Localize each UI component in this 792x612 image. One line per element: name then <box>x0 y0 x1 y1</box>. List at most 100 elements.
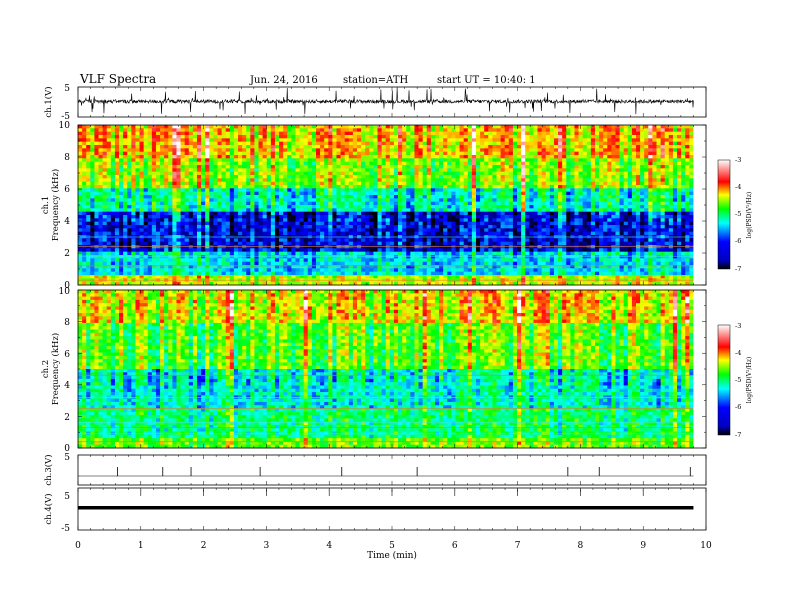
s1-cell <box>615 161 620 166</box>
s1-cell <box>393 125 399 129</box>
s1-cell <box>324 125 329 129</box>
s1-cell <box>315 148 321 153</box>
s1-cell <box>119 231 124 236</box>
s1-cell <box>307 191 313 196</box>
s1-cell <box>459 168 465 173</box>
s1-cell <box>471 175 477 179</box>
s1-cell <box>151 185 157 189</box>
s1-cell <box>332 195 337 199</box>
s1-cell <box>82 191 87 196</box>
s1-cell <box>287 201 292 206</box>
s1-cell <box>365 205 370 209</box>
s1-cell <box>656 191 662 196</box>
s1-cell <box>381 171 387 176</box>
s1-cell <box>418 158 424 163</box>
s1-cell <box>119 188 124 193</box>
s1-cell <box>578 148 584 153</box>
s1-cell <box>102 155 108 159</box>
s1-cell <box>131 231 136 236</box>
s1-cell <box>681 168 686 173</box>
s1-cell <box>607 151 612 156</box>
s1-cell <box>500 181 506 186</box>
s1-cell <box>611 141 616 146</box>
s1-cell <box>86 175 91 179</box>
s1-cell <box>381 175 387 179</box>
s1-cell <box>262 145 268 149</box>
s1-cell <box>287 225 292 229</box>
s1-cell <box>426 131 432 136</box>
s1-cell <box>402 218 407 223</box>
s1-cell <box>689 211 694 216</box>
s1-cell <box>357 138 362 143</box>
s1-cell <box>168 191 173 196</box>
s1-cell <box>619 178 625 183</box>
s1-cell <box>553 141 559 146</box>
s1-cell <box>599 201 604 206</box>
s1-cell <box>369 175 374 179</box>
s1-cell <box>78 161 83 166</box>
s1-cell <box>242 171 247 176</box>
s1-cell <box>636 198 641 203</box>
s1-cell <box>98 218 104 223</box>
s1-cell <box>287 131 292 136</box>
s1-cell <box>381 158 387 163</box>
s1-cell <box>504 178 510 183</box>
s1-cell <box>348 155 354 159</box>
s1-cell <box>114 201 120 206</box>
s1-cell <box>135 221 140 226</box>
s1-cell <box>147 145 153 149</box>
s1-cell <box>430 225 436 229</box>
s1-cell <box>447 198 452 203</box>
s1-cell <box>607 215 612 219</box>
s1-cell <box>504 138 510 143</box>
s1-cell <box>393 211 399 216</box>
s1-cell <box>221 188 227 193</box>
s1-cell <box>94 175 99 179</box>
s1-cell <box>250 211 255 216</box>
s1-cell <box>570 155 575 159</box>
s1-cell <box>114 181 120 186</box>
s1-cell <box>106 135 112 139</box>
s1-cell <box>533 151 538 156</box>
s1-cell <box>320 171 325 176</box>
s1-cell <box>274 168 280 173</box>
s1-cell <box>488 155 493 159</box>
s1-cell <box>586 181 592 186</box>
s1-cell <box>545 145 551 149</box>
s1-cell <box>492 218 497 223</box>
s1-cell <box>660 141 666 146</box>
s1-cell <box>287 198 292 203</box>
s1-cell <box>373 208 378 213</box>
s1-cell <box>668 138 674 143</box>
s1-cell <box>299 175 305 179</box>
s1-cell <box>209 171 214 176</box>
s1-cell <box>242 131 247 136</box>
s1-cell <box>164 178 169 183</box>
s1-cell <box>94 128 99 133</box>
s1-cell <box>217 205 222 209</box>
s1-cell <box>578 181 584 186</box>
s1-cell <box>599 128 604 133</box>
s1-cell <box>254 208 259 213</box>
s1-cell <box>677 158 682 163</box>
s1-cell <box>652 231 657 236</box>
s1-cell <box>640 135 645 139</box>
s1-cell <box>619 128 625 133</box>
s1-cell <box>574 191 579 196</box>
s1-cell <box>521 205 526 209</box>
s1-cell <box>599 138 604 143</box>
s1-cell <box>381 141 387 146</box>
s1-cell <box>652 228 657 233</box>
s1-cell <box>385 181 391 186</box>
s1-cell <box>410 211 415 216</box>
s1-cell <box>652 161 657 166</box>
s1-cell <box>611 131 616 136</box>
s1-cell <box>311 171 317 176</box>
s1-cell <box>685 145 690 149</box>
s1-cell <box>451 135 456 139</box>
s1-cell <box>529 175 534 179</box>
s1-cell <box>361 185 366 189</box>
s1-cell <box>287 178 292 183</box>
s1-cell <box>599 178 604 183</box>
s1-cell <box>315 228 321 233</box>
